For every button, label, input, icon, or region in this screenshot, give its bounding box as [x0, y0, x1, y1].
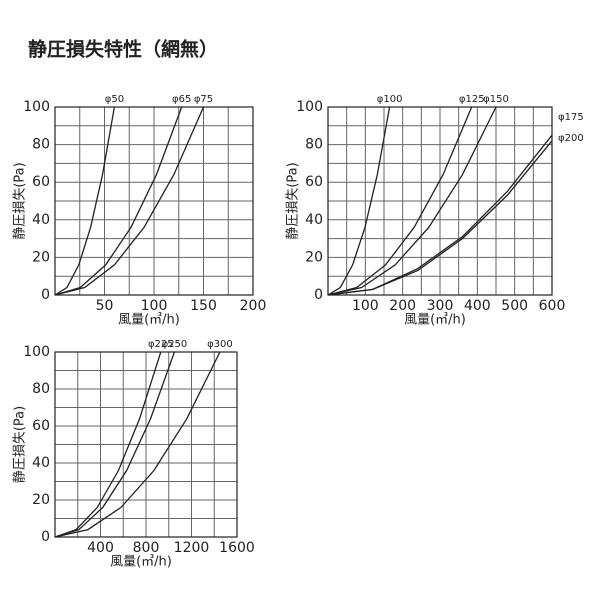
series-label: φ100 — [377, 94, 403, 105]
curve — [54, 106, 183, 296]
y-tick-label: 20 — [305, 249, 323, 265]
curve — [327, 106, 473, 296]
y-tick-label: 60 — [32, 418, 50, 434]
x-tick-label: 500 — [501, 298, 528, 314]
y-tick-label: 80 — [32, 137, 50, 153]
x-axis-label: 風量(㎥/h) — [404, 313, 466, 328]
x-tick-label: 800 — [133, 540, 160, 556]
x-axis-label: 風量(㎥/h) — [118, 313, 180, 328]
y-tick-label: 80 — [32, 381, 50, 397]
x-tick-label: 600 — [539, 298, 566, 314]
series-label: φ225 — [148, 339, 174, 350]
y-tick-label: 60 — [305, 174, 323, 190]
y-axis-label: 静圧損失(Pa) — [13, 406, 28, 483]
plot-frame — [54, 106, 254, 296]
curve — [327, 140, 553, 296]
y-tick-label: 0 — [314, 287, 323, 303]
series-label: φ200 — [558, 133, 584, 144]
curve — [54, 106, 205, 296]
curve — [54, 351, 221, 538]
x-tick-label: 100 — [141, 298, 168, 314]
x-tick-label: 50 — [96, 298, 114, 314]
series-label: φ125 — [459, 94, 485, 105]
x-tick-label: 300 — [427, 298, 454, 314]
y-tick-label: 100 — [23, 344, 50, 360]
series-label: φ75 — [194, 94, 213, 105]
series-label: φ50 — [105, 94, 124, 105]
y-axis-label: 静圧損失(Pa) — [286, 162, 301, 239]
x-tick-label: 150 — [190, 298, 217, 314]
plot-frame — [327, 106, 553, 296]
x-tick-label: 400 — [464, 298, 491, 314]
y-tick-label: 100 — [296, 99, 323, 115]
series-label: φ175 — [558, 112, 584, 123]
x-tick-label: 1200 — [174, 540, 210, 556]
series-label: φ300 — [207, 339, 233, 350]
page-title: 静圧損失特性（網無） — [28, 38, 218, 61]
y-tick-label: 100 — [23, 99, 50, 115]
y-tick-label: 40 — [305, 212, 323, 228]
series-label: φ250 — [162, 339, 188, 350]
x-tick-label: 200 — [240, 298, 267, 314]
curve — [54, 351, 162, 538]
y-tick-label: 80 — [305, 137, 323, 153]
curve — [54, 351, 176, 538]
y-tick-label: 0 — [41, 287, 50, 303]
series-label: φ150 — [483, 94, 509, 105]
y-tick-label: 60 — [32, 174, 50, 190]
x-tick-label: 1600 — [219, 540, 255, 556]
curve — [327, 106, 497, 296]
y-axis-label: 静圧損失(Pa) — [13, 162, 28, 239]
plot-frame — [54, 351, 238, 538]
y-tick-label: 20 — [32, 249, 50, 265]
y-tick-label: 0 — [41, 529, 50, 545]
y-tick-label: 20 — [32, 492, 50, 508]
y-tick-label: 40 — [32, 455, 50, 471]
curve — [327, 106, 391, 296]
x-tick-label: 200 — [389, 298, 416, 314]
curve — [54, 106, 116, 296]
x-axis-label: 風量(㎥/h) — [110, 555, 172, 570]
y-tick-label: 40 — [32, 212, 50, 228]
x-tick-label: 400 — [87, 540, 114, 556]
x-tick-label: 100 — [352, 298, 379, 314]
series-label: φ65 — [172, 94, 191, 105]
